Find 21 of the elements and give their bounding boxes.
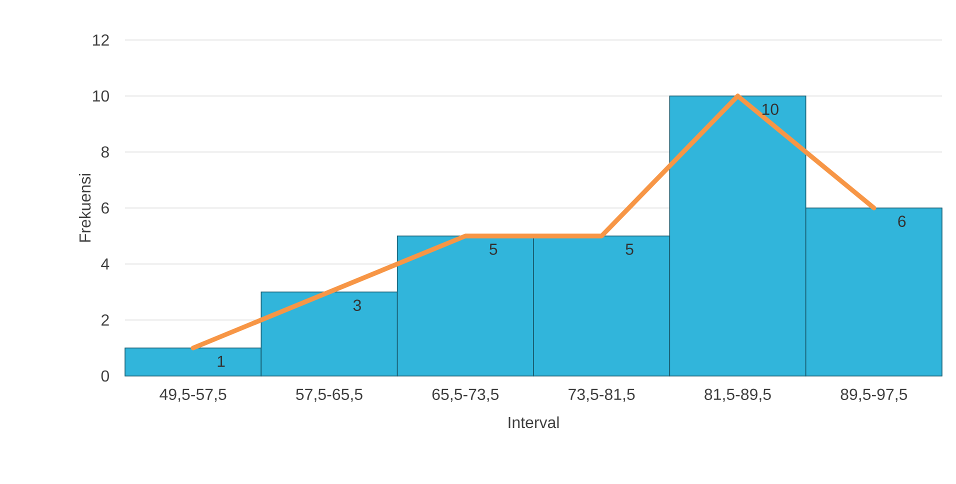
y-tick-label: 0: [101, 370, 110, 382]
x-tick-label: 81,5-89,5: [704, 388, 771, 402]
y-axis-title: Frekuensi: [78, 174, 91, 242]
y-tick-label: 2: [102, 314, 109, 326]
data-label: 6: [898, 216, 906, 227]
y-tick-label: 4: [101, 258, 110, 270]
data-label: 10: [762, 104, 778, 115]
x-tick-label: 65,5-73,5: [432, 388, 499, 402]
x-tick-label: 73,5-81,5: [568, 388, 635, 402]
data-label: 3: [353, 300, 361, 311]
x-tick-label: 57,5-65,5: [296, 388, 362, 402]
data-label: 5: [626, 244, 634, 255]
data-label: 1: [218, 356, 225, 367]
data-label: 5: [490, 244, 498, 255]
y-tick-label: 12: [93, 34, 109, 46]
y-tick-label: 8: [101, 146, 109, 158]
x-tick-label: 49,5-57,5: [160, 388, 226, 402]
x-tick-label: 89,5-97,5: [840, 388, 908, 402]
y-tick-label: 10: [93, 90, 110, 102]
y-tick-label: 6: [102, 202, 109, 214]
x-axis-title: Interval: [508, 416, 559, 428]
